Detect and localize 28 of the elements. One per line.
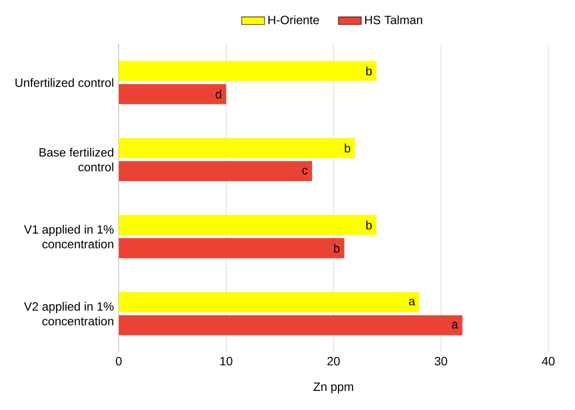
- y-tick-label: Unfertilized control: [16, 78, 114, 88]
- data-label: a: [409, 299, 416, 306]
- data-label: b: [366, 220, 372, 230]
- bar: [118, 84, 226, 104]
- data-label: b: [344, 144, 350, 153]
- x-tick-label: 40: [542, 357, 555, 366]
- y-tick-label: Base fertilized control: [40, 148, 114, 172]
- legend-label: H-Oriente: [268, 16, 319, 24]
- x-tick-label: 30: [434, 357, 448, 366]
- bar: [118, 161, 312, 182]
- data-label: d: [216, 90, 222, 99]
- x-axis-title: Zn ppm: [314, 382, 354, 394]
- data-label: b: [334, 244, 340, 253]
- bar: [118, 138, 356, 158]
- data-label: a: [452, 322, 458, 329]
- x-tick-label: 0: [116, 357, 122, 366]
- bar: [118, 238, 344, 258]
- bar: [118, 315, 462, 336]
- y-tick-label: V1 applied in 1% concentration: [24, 225, 114, 249]
- data-label: c: [302, 168, 308, 175]
- bar: [118, 215, 376, 236]
- x-tick-label: 20: [327, 357, 340, 366]
- x-tick-label: 10: [220, 357, 232, 366]
- data-label: b: [366, 66, 372, 76]
- legend-label: HS Talman: [365, 16, 422, 24]
- y-tick-label: V2 applied in 1% concentration: [24, 302, 114, 326]
- bar: [118, 61, 376, 82]
- bar: [118, 292, 420, 312]
